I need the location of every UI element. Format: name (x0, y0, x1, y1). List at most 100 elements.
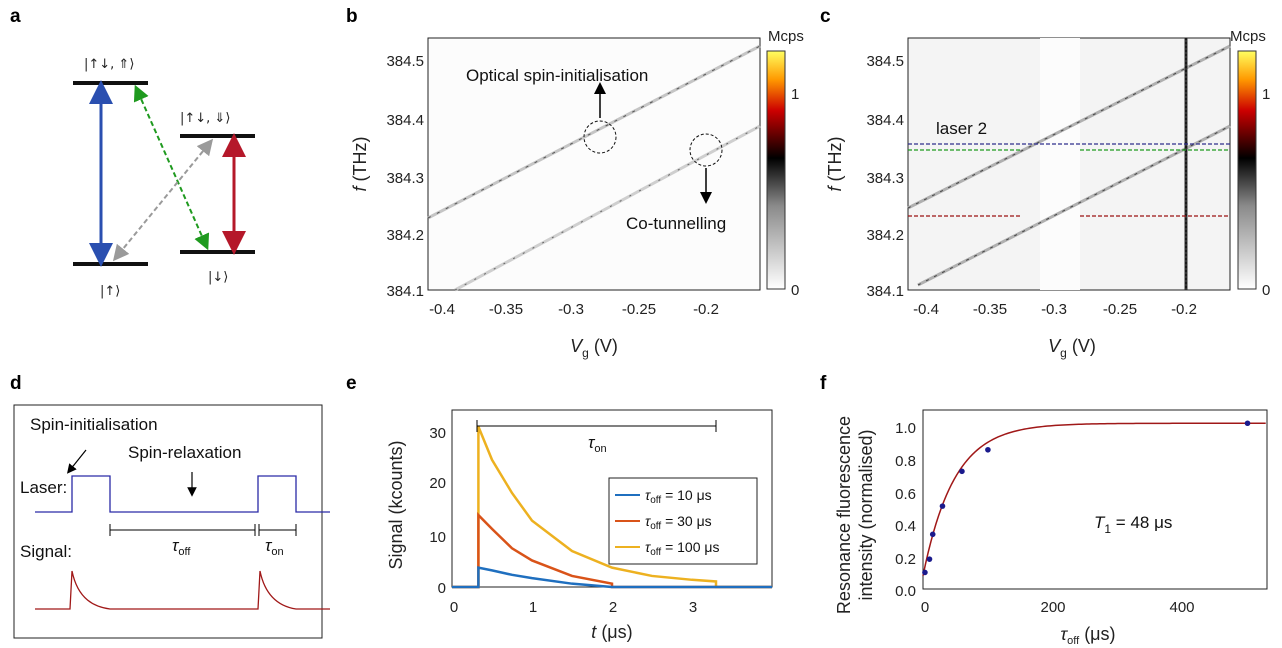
legend-sub: off (650, 495, 661, 506)
spin-init-label: Spin-initialisation (30, 415, 158, 434)
panel-label-f: f (820, 373, 827, 394)
panel-b-yticks: 384.5 384.4 384.3 384.2 384.1 (386, 53, 424, 300)
legend-tau: τ (645, 513, 651, 529)
state-label-bottom-left: |↑⟩ (100, 284, 120, 299)
panel-f-yticks: 1.0 0.8 0.6 0.4 0.2 0.0 (895, 420, 916, 600)
panel-b-ylabel: f (THz) (350, 137, 370, 192)
panel-e-xlabel-unit: (μs) (596, 622, 632, 642)
legend-entry-100: τoff = 100 μs (645, 539, 719, 558)
panel-c-ytick: 384.5 (866, 53, 904, 70)
t1-value: = 48 μs (1111, 513, 1172, 532)
panel-c-xlabel: Vg (V) (1048, 336, 1096, 360)
tau-on-symbol: τ (265, 536, 273, 555)
data-point (985, 446, 991, 453)
panel-e-ytick: 20 (429, 475, 446, 492)
legend-tau: τ (645, 539, 651, 555)
legend-value: = 30 μs (661, 513, 711, 529)
panel-c-colorbar-tick: 0 (1262, 282, 1270, 299)
panel-e-legend: τoff = 10 μs τoff = 30 μs τoff = 100 μs (608, 477, 758, 565)
panel-b-xticks: -0.4 -0.35 -0.3 -0.25 -0.2 (429, 301, 719, 318)
panel-b-xtick: -0.25 (622, 301, 656, 318)
panel-c-colorbar-tick: 1 (1262, 86, 1270, 103)
panel-f-ytick: 0.8 (895, 453, 916, 470)
legend-sub: off (650, 547, 661, 558)
panel-c-ytick: 384.1 (866, 283, 904, 300)
panel-f-ytick: 0.6 (895, 486, 916, 503)
t1-symbol: T (1094, 513, 1106, 532)
panel-c-map: laser 2 384.5 384.4 384.3 384.2 384.1 -0… (825, 28, 1270, 360)
panel-c-bright-stripe (1040, 38, 1080, 290)
panel-e-xtick: 3 (689, 599, 697, 616)
spin-init-annotation: Optical spin-initialisation (466, 66, 648, 85)
panel-label-c: c (820, 6, 831, 27)
panel-b-ytick: 384.1 (386, 283, 424, 300)
panel-f-ytick: 1.0 (895, 420, 916, 437)
panel-f-chart: T1 = 48 μs 1.0 0.8 0.6 0.4 0.2 0.0 0 200… (834, 409, 1268, 647)
panel-c-xlabel-var: V (1048, 336, 1062, 356)
panel-c-xticks: -0.4 -0.35 -0.3 -0.25 -0.2 (913, 301, 1197, 318)
data-point (926, 556, 933, 562)
panel-c-xlabel-unit: (V) (1067, 336, 1096, 356)
panel-e-ytick: 30 (429, 425, 446, 442)
panel-c-xtick: -0.35 (973, 301, 1007, 318)
panel-label-b: b (346, 6, 358, 27)
panel-label-a: a (10, 6, 21, 27)
panel-e-xticks: 0 1 2 3 (450, 599, 697, 616)
tau-off-sub: off (178, 546, 191, 558)
t1-sub: 1 (1104, 522, 1111, 536)
panel-b-colorbar-tick: 0 (791, 282, 799, 299)
legend-sub: off (650, 521, 661, 532)
panel-e-yticks: 30 20 10 0 (429, 425, 446, 597)
tau-on-sub: on (271, 546, 283, 558)
spin-relax-label: Spin-relaxation (128, 443, 241, 462)
signal-label: Signal: (20, 542, 72, 561)
panel-f-ytick: 0.2 (895, 551, 916, 568)
panel-c-upper-line-dots (907, 45, 1231, 209)
data-point (929, 531, 936, 538)
legend-value: = 10 μs (661, 487, 711, 503)
laser-label: Laser: (20, 478, 67, 497)
panel-f-xlabel-unit: (μs) (1079, 624, 1115, 644)
panel-c-colorbar-unit: Mcps (1230, 28, 1266, 45)
data-point (939, 503, 946, 509)
spin-init-pointer (67, 449, 87, 474)
trace-series-1 (452, 512, 772, 589)
tau-on-label: τon (265, 536, 284, 558)
fit-curve (922, 422, 1266, 576)
tau-off-bracket (109, 524, 256, 536)
laser-pulse-trace (35, 475, 330, 513)
tau-on-bracket (258, 524, 297, 536)
legend-tau: τ (645, 487, 651, 503)
panel-c-xtick: -0.4 (913, 301, 939, 318)
panel-b-xtick: -0.4 (429, 301, 455, 318)
panel-c-ylabel-var: f (825, 185, 845, 192)
panel-b-xtick: -0.3 (558, 301, 584, 318)
panel-b-ytick: 384.3 (386, 170, 424, 187)
panel-f-ytick: 0.4 (895, 518, 916, 535)
panel-b-ytick: 384.2 (386, 227, 424, 244)
panel-b-plot-area (427, 37, 761, 291)
panel-c-xtick: -0.3 (1041, 301, 1067, 318)
panel-f-xtick: 200 (1040, 599, 1065, 616)
panel-b-ytick: 384.4 (386, 112, 424, 129)
energy-level-diagram: |↑↓, ⇑⟩ |↑↓, ⇓⟩ |↑⟩ |↓⟩ (73, 57, 255, 299)
panel-b-xtick: -0.35 (489, 301, 523, 318)
panel-b-colorbar-unit: Mcps (768, 28, 804, 45)
panel-label-d: d (10, 373, 22, 394)
legend-entry-10: τoff = 10 μs (645, 487, 712, 506)
laser2-label: laser 2 (936, 119, 987, 138)
panel-b-colorbar (766, 50, 786, 290)
panel-f-xtick: 0 (921, 599, 929, 616)
panel-e-xtick: 2 (609, 599, 617, 616)
panel-c-colorbar (1237, 50, 1257, 290)
tau-on-bracket-e (476, 420, 717, 432)
panel-b-upper-line-dots (427, 45, 761, 219)
panel-f-xtick: 400 (1169, 599, 1194, 616)
panel-c-ylabel: f (THz) (825, 137, 845, 192)
panel-label-e: e (346, 373, 357, 394)
panel-f-xlabel-sub: off (1067, 635, 1080, 647)
state-label-top-left: |↑↓, ⇑⟩ (84, 57, 134, 72)
pulse-sequence-box (13, 404, 323, 639)
panel-e-xtick: 1 (529, 599, 537, 616)
